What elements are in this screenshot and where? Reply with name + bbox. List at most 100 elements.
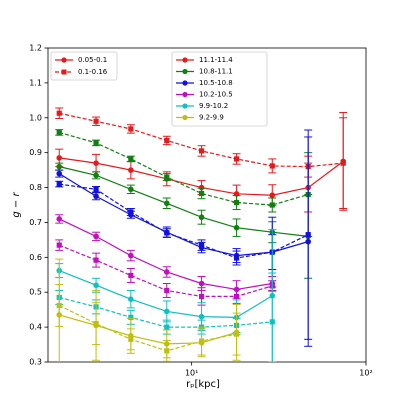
point — [128, 314, 134, 320]
point — [269, 163, 275, 169]
y-tick-label: 0.7 — [29, 218, 42, 227]
point — [164, 287, 170, 294]
point — [128, 186, 134, 193]
legend-marker — [182, 114, 188, 121]
legend-marker — [182, 91, 188, 98]
point — [56, 129, 62, 136]
y-tick-label: 1.0 — [29, 113, 42, 122]
point — [93, 233, 99, 240]
legend-marker — [182, 80, 188, 86]
point — [198, 280, 205, 287]
legend-label: 10.8-11.1 — [199, 68, 233, 76]
x-tick-label: 10¹ — [185, 369, 198, 378]
point — [128, 296, 134, 303]
legend-label: 10.2-10.5 — [199, 91, 233, 99]
point — [163, 269, 170, 275]
point — [56, 181, 62, 187]
legend-marker — [182, 68, 188, 75]
point — [233, 224, 240, 231]
point — [164, 324, 170, 330]
series-line — [58, 173, 309, 257]
y-tick-label: 0.4 — [29, 323, 42, 332]
legend-label: 10.5-10.8 — [199, 79, 233, 87]
legend-label: 9.2-9.9 — [199, 114, 224, 122]
point — [269, 319, 275, 325]
point — [128, 209, 134, 215]
point — [305, 232, 311, 238]
y-axis-label: g − r — [11, 192, 22, 218]
point — [93, 193, 99, 200]
point — [128, 156, 134, 162]
point — [233, 331, 240, 337]
legend-label: 0.05-0.1 — [78, 56, 107, 64]
point — [269, 202, 275, 208]
plot-area — [55, 107, 348, 362]
point — [128, 336, 134, 342]
point — [198, 293, 205, 300]
series-line — [58, 218, 273, 291]
point — [164, 348, 170, 354]
point — [164, 137, 170, 144]
style-legend-box — [50, 51, 118, 81]
point — [128, 272, 134, 279]
series-line — [59, 183, 309, 259]
series-line — [59, 166, 309, 237]
y-tick-label: 0.9 — [29, 148, 42, 157]
point — [233, 156, 240, 162]
point — [233, 199, 240, 206]
point — [93, 160, 99, 166]
point — [198, 190, 205, 197]
series-line — [58, 304, 237, 352]
point — [198, 184, 205, 191]
point — [164, 174, 170, 180]
point — [93, 282, 99, 289]
y-tick-label: 1.1 — [29, 78, 42, 87]
color-legend-box — [171, 51, 268, 127]
x-tick-label: 10² — [359, 369, 372, 378]
legend-marker — [182, 57, 188, 63]
point — [56, 242, 62, 248]
point — [128, 126, 134, 132]
y-tick-label: 0.5 — [29, 288, 42, 297]
point — [128, 167, 134, 173]
point — [233, 293, 240, 300]
point — [198, 242, 205, 248]
point — [198, 148, 205, 154]
point — [56, 302, 62, 309]
y-tick-label: 0.6 — [29, 253, 42, 262]
point — [164, 230, 170, 236]
point — [163, 308, 170, 315]
point — [233, 255, 240, 261]
point — [56, 216, 63, 222]
point — [198, 313, 205, 320]
series-line — [59, 314, 237, 345]
point — [93, 118, 99, 124]
point — [56, 110, 62, 116]
y-tick-label: 0.8 — [29, 183, 42, 192]
point — [93, 140, 99, 146]
legends: 0.05-0.1 0.1-0.16 11.1-11.4 10.8-11.1 10.5-1… — [50, 51, 268, 127]
point — [93, 257, 99, 263]
legend-label: 9.9-10.2 — [199, 102, 228, 110]
point — [128, 252, 134, 259]
point — [93, 172, 99, 179]
plot-frame — [47, 47, 367, 363]
legend-label: 11.1-11.4 — [199, 56, 233, 64]
legend-marker — [61, 57, 67, 63]
y-tick-label: 0.3 — [29, 358, 42, 367]
legend-marker — [182, 103, 188, 109]
point — [163, 200, 170, 207]
point — [269, 192, 276, 199]
point — [56, 163, 63, 170]
x-axis-label: rₚ[kpc] — [186, 379, 220, 390]
point — [198, 214, 205, 221]
point — [198, 338, 205, 344]
point — [340, 160, 346, 166]
point — [93, 321, 99, 327]
series-line — [59, 131, 309, 206]
legend-label: 0.1-0.16 — [78, 68, 108, 76]
point — [93, 186, 99, 192]
point — [56, 155, 63, 161]
point — [56, 170, 63, 177]
